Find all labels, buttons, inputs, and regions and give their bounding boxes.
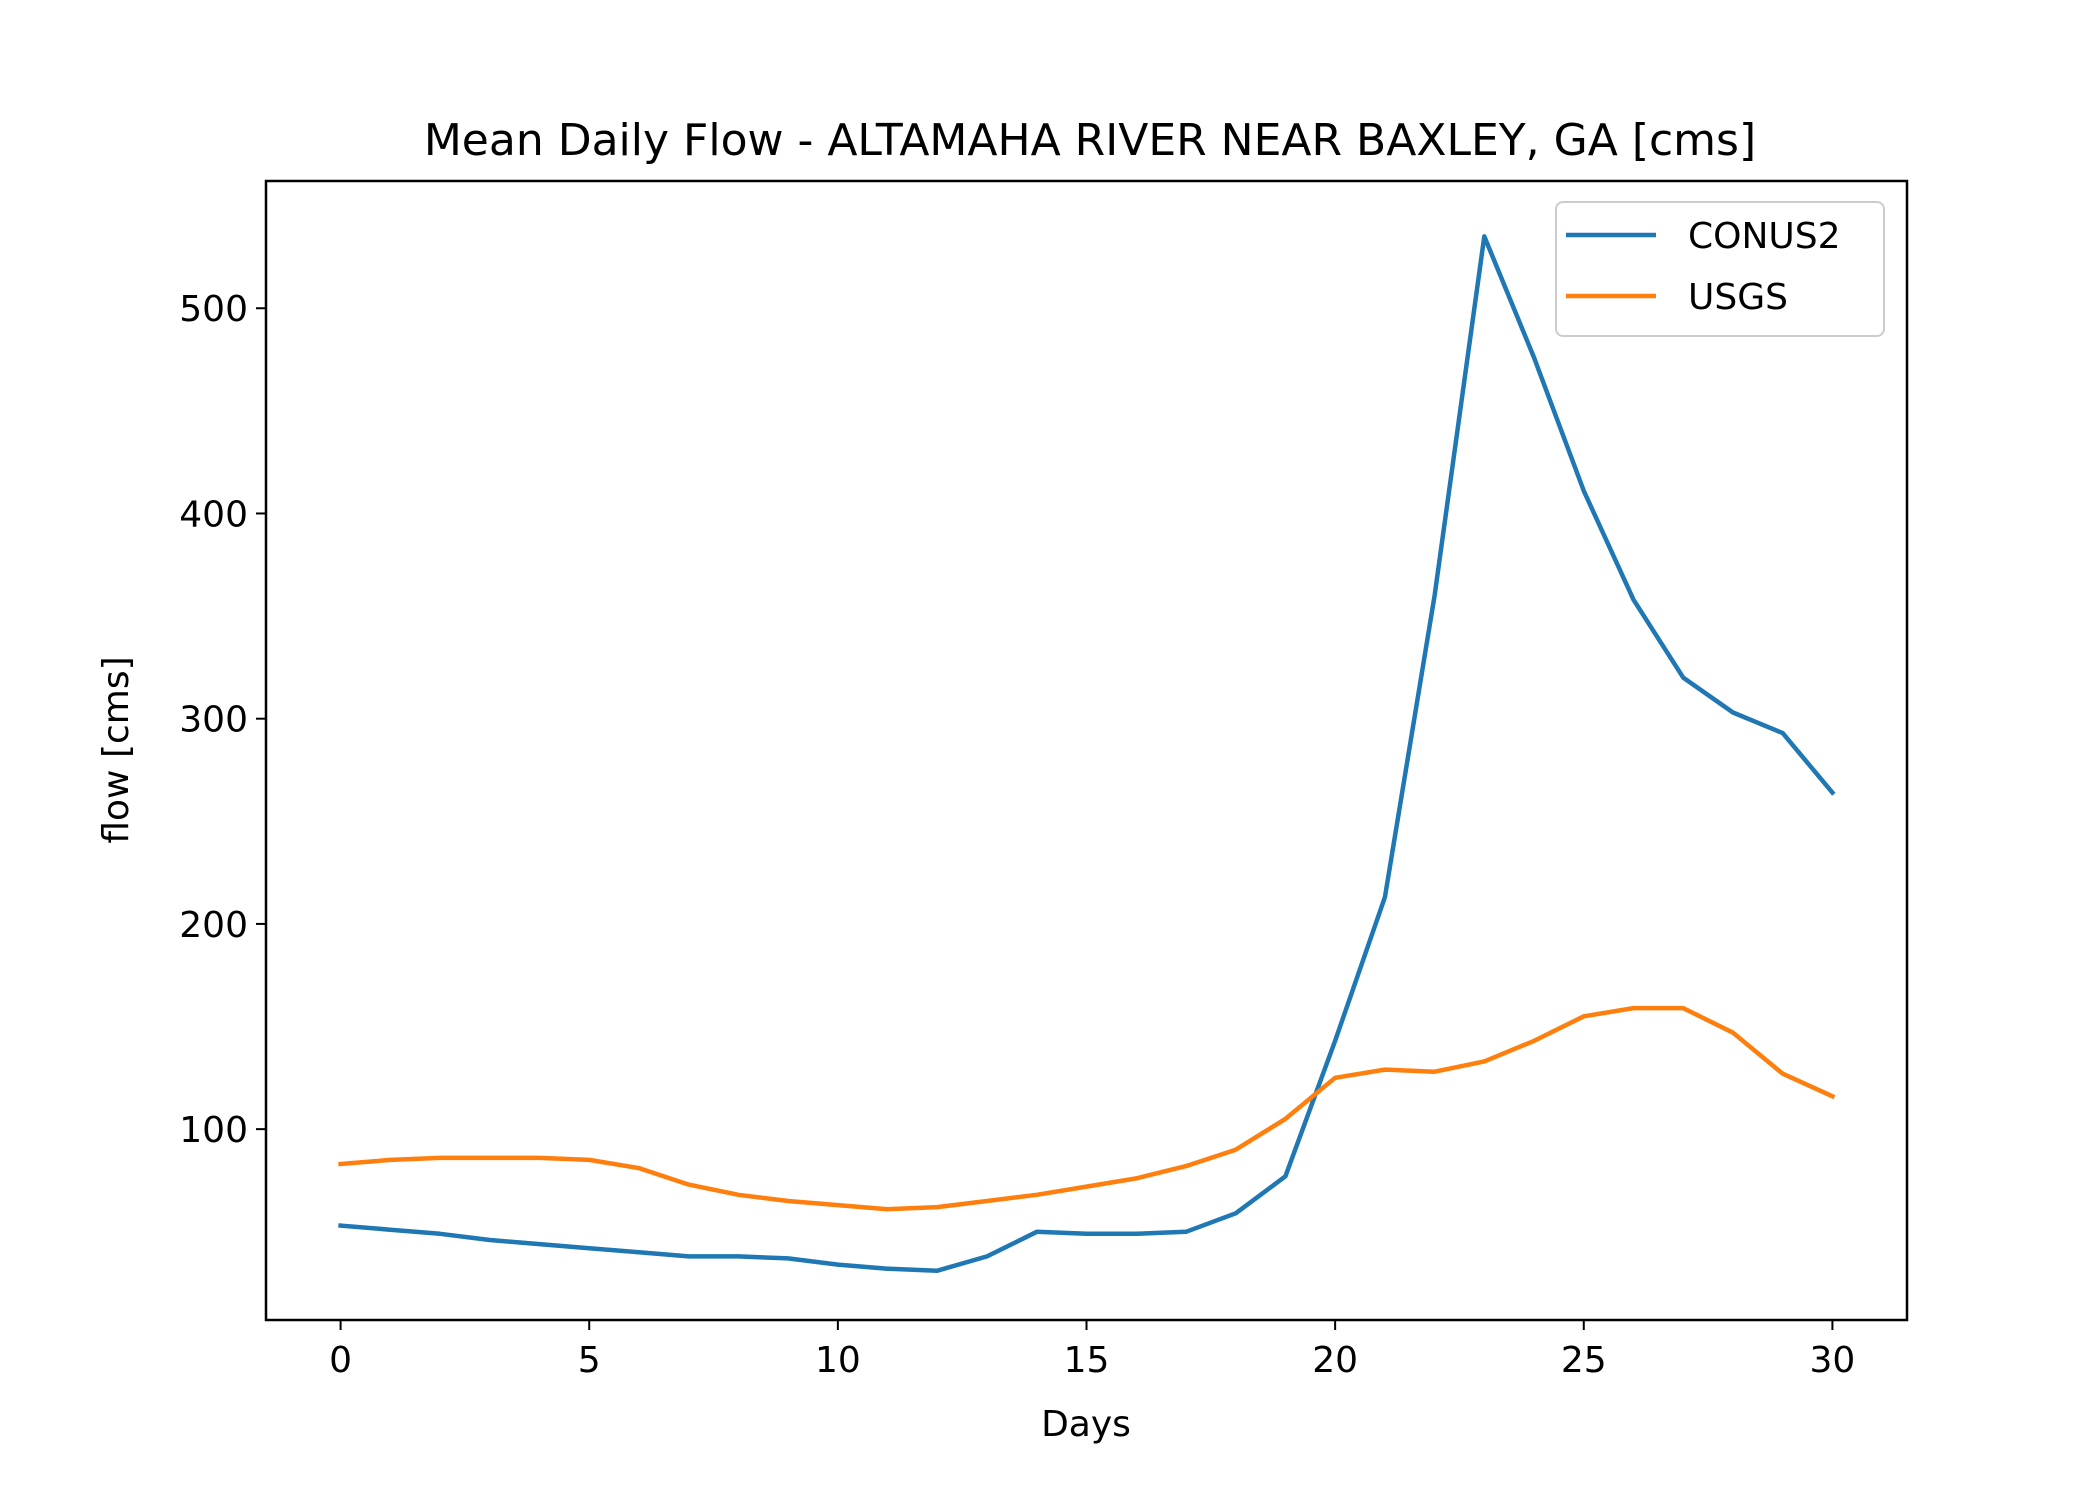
- x-tick-label: 30: [1810, 1340, 1856, 1381]
- y-tick-label: 300: [179, 700, 248, 741]
- x-tick-label: 0: [329, 1340, 352, 1381]
- x-tick-label: 15: [1064, 1340, 1110, 1381]
- plot-frame: [264, 179, 1909, 1322]
- legend-label-conus2: CONUS2: [1688, 216, 1841, 257]
- x-tick-label: 20: [1312, 1340, 1358, 1381]
- x-axis-label: Days: [1041, 1404, 1131, 1445]
- series-line-conus2: [338, 234, 1836, 1273]
- y-tick-label: 200: [179, 905, 248, 946]
- series-layer: [338, 234, 1836, 1273]
- chart-title: Mean Daily Flow - ALTAMAHA RIVER NEAR BA…: [424, 115, 1756, 166]
- y-axis-label: flow [cms]: [96, 656, 137, 843]
- x-axis: 0 5 10 15 20 25 30: [329, 1320, 1855, 1381]
- series-line-usgs: [338, 1005, 1836, 1212]
- legend-label-usgs: USGS: [1688, 277, 1788, 318]
- x-tick-label: 25: [1561, 1340, 1607, 1381]
- y-axis: 100 200 300 400 500: [179, 289, 266, 1151]
- y-tick-label: 500: [179, 289, 248, 330]
- y-tick-label: 100: [179, 1110, 248, 1151]
- y-tick-label: 400: [179, 494, 248, 535]
- x-tick-label: 10: [815, 1340, 861, 1381]
- legend: CONUS2 USGS: [1555, 201, 1885, 337]
- x-tick-label: 5: [578, 1340, 601, 1381]
